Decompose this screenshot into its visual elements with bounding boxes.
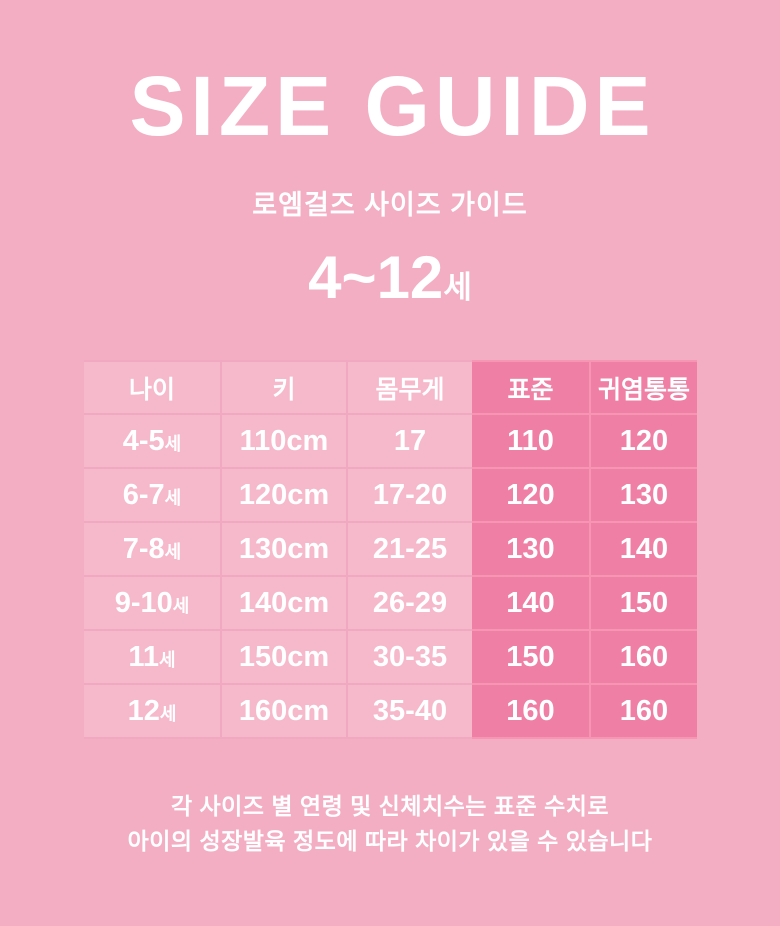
age-suffix: 세	[164, 433, 182, 454]
table-row: 7-8세 130cm 21-25 130 140	[84, 521, 697, 576]
size-table: 나이 키 몸무게 표준 귀염통통 4-5세 110cm 17 110 120 6…	[84, 360, 697, 739]
age-range-numbers: 4~12	[308, 244, 444, 311]
age-value: 4-5	[122, 424, 165, 457]
age-range-suffix: 세	[443, 270, 472, 305]
standard-size-cell: 140	[472, 575, 590, 630]
chubby-size-cell: 120	[589, 413, 697, 468]
standard-size-cell: 130	[472, 521, 590, 576]
table-row: 4-5세 110cm 17 110 120	[84, 413, 697, 468]
age-value: 9-10	[114, 586, 173, 619]
weight-cell: 17-20	[346, 467, 472, 522]
table-row: 12세 160cm 35-40 160 160	[84, 683, 697, 739]
age-value: 11	[128, 640, 160, 673]
age-suffix: 세	[164, 541, 182, 562]
chubby-size-cell: 140	[589, 521, 697, 576]
age-range-heading: 4~12세	[0, 248, 780, 308]
footer-note: 각 사이즈 별 연령 및 신체치수는 표준 수치로 아이의 성장발육 정도에 따…	[0, 789, 780, 859]
chubby-size-cell: 160	[589, 683, 697, 739]
table-row: 6-7세 120cm 17-20 120 130	[84, 467, 697, 522]
standard-size-cell: 160	[472, 683, 590, 739]
height-cell: 120cm	[220, 467, 347, 522]
chubby-size-cell: 160	[589, 629, 697, 684]
age-suffix: 세	[159, 649, 176, 670]
age-cell: 7-8세	[84, 521, 221, 576]
weight-cell: 26-29	[346, 575, 472, 630]
column-header-chubby: 귀염통통	[589, 360, 697, 414]
column-header-weight: 몸무게	[346, 360, 472, 414]
standard-size-cell: 110	[472, 413, 590, 468]
column-header-age: 나이	[84, 360, 221, 414]
chubby-size-cell: 150	[589, 575, 697, 630]
age-cell: 9-10세	[84, 575, 221, 630]
weight-cell: 21-25	[346, 521, 472, 576]
chubby-size-cell: 130	[589, 467, 697, 522]
age-cell: 11세	[84, 629, 221, 684]
weight-cell: 35-40	[346, 683, 472, 739]
height-cell: 130cm	[220, 521, 347, 576]
age-suffix: 세	[172, 595, 190, 616]
column-header-standard: 표준	[472, 360, 590, 414]
height-cell: 160cm	[220, 683, 347, 739]
page-subtitle: 로엠걸즈 사이즈 가이드	[252, 190, 528, 220]
height-cell: 150cm	[220, 629, 347, 684]
age-cell: 6-7세	[84, 467, 221, 522]
table-header-row: 나이 키 몸무게 표준 귀염통통	[84, 360, 697, 414]
age-suffix: 세	[164, 487, 182, 508]
age-cell: 12세	[84, 683, 221, 739]
height-cell: 110cm	[220, 413, 347, 468]
age-value: 7-8	[122, 532, 165, 565]
standard-size-cell: 150	[472, 629, 590, 684]
age-value: 6-7	[122, 478, 165, 511]
table-row: 9-10세 140cm 26-29 140 150	[84, 575, 697, 630]
age-suffix: 세	[159, 703, 177, 724]
page-title: SIZE GUIDE	[129, 59, 656, 153]
footer-note-line1: 각 사이즈 별 연령 및 신체치수는 표준 수치로	[170, 793, 610, 819]
table-row: 11세 150cm 30-35 150 160	[84, 629, 697, 684]
height-cell: 140cm	[220, 575, 347, 630]
footer-note-line2: 아이의 성장발육 정도에 따라 차이가 있을 수 있습니다	[127, 828, 653, 854]
standard-size-cell: 120	[472, 467, 590, 522]
column-header-height: 키	[220, 360, 347, 414]
age-value: 12	[127, 694, 160, 727]
weight-cell: 30-35	[346, 629, 472, 684]
weight-cell: 17	[346, 413, 472, 468]
age-cell: 4-5세	[84, 413, 221, 468]
